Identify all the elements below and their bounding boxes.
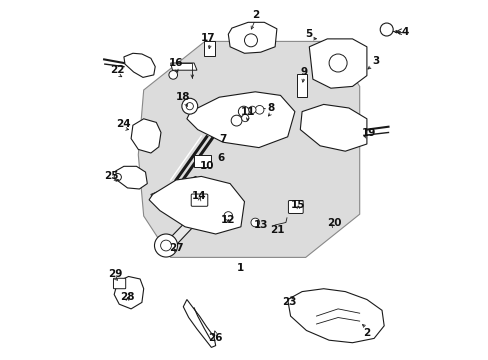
Text: 24: 24 [116, 119, 131, 129]
Circle shape [250, 218, 259, 227]
FancyBboxPatch shape [113, 278, 125, 289]
Polygon shape [183, 300, 215, 347]
Circle shape [114, 174, 121, 181]
Text: 4: 4 [400, 27, 407, 37]
Bar [194, 155, 211, 167]
Text: 25: 25 [104, 171, 118, 181]
Circle shape [241, 114, 248, 122]
Polygon shape [300, 104, 366, 151]
Text: 21: 21 [269, 225, 284, 235]
Polygon shape [309, 39, 366, 88]
Polygon shape [287, 289, 384, 343]
Text: 28: 28 [120, 292, 135, 302]
Text: 11: 11 [241, 107, 255, 117]
Circle shape [328, 54, 346, 72]
Polygon shape [149, 176, 244, 234]
Polygon shape [138, 41, 359, 257]
Polygon shape [115, 166, 147, 189]
Text: 1: 1 [237, 263, 244, 273]
Polygon shape [228, 22, 276, 53]
Text: 22: 22 [110, 65, 125, 75]
Text: 2: 2 [251, 10, 258, 20]
Circle shape [186, 103, 193, 110]
Circle shape [168, 71, 177, 79]
Text: 20: 20 [326, 218, 341, 228]
Polygon shape [186, 92, 294, 148]
Polygon shape [131, 119, 161, 153]
Circle shape [255, 105, 264, 114]
Text: 6: 6 [217, 153, 224, 163]
Polygon shape [123, 53, 155, 77]
Polygon shape [170, 63, 197, 70]
Text: 23: 23 [282, 297, 296, 307]
Text: 18: 18 [176, 92, 190, 102]
Text: 7: 7 [219, 134, 226, 144]
Circle shape [182, 98, 197, 114]
Circle shape [248, 106, 256, 113]
Text: 10: 10 [199, 161, 214, 171]
Circle shape [238, 106, 249, 117]
Text: 5: 5 [305, 29, 312, 39]
Circle shape [231, 115, 242, 126]
Text: 29: 29 [107, 269, 122, 279]
Text: 27: 27 [168, 243, 183, 253]
Text: 15: 15 [291, 200, 305, 210]
Polygon shape [151, 176, 200, 202]
Text: 17: 17 [201, 33, 215, 43]
Circle shape [160, 240, 171, 251]
Circle shape [380, 23, 392, 36]
FancyBboxPatch shape [191, 194, 207, 206]
Polygon shape [162, 191, 221, 253]
Text: 16: 16 [168, 58, 183, 68]
Circle shape [224, 212, 232, 220]
Text: 13: 13 [253, 220, 267, 230]
Bar [204, 41, 215, 56]
Text: 3: 3 [371, 56, 379, 66]
Text: 8: 8 [267, 103, 275, 113]
Text: 2: 2 [363, 328, 370, 338]
Bar [296, 74, 306, 97]
Text: 19: 19 [361, 128, 375, 138]
Polygon shape [114, 276, 143, 309]
Text: 14: 14 [192, 191, 206, 201]
Circle shape [154, 234, 177, 257]
Text: 9: 9 [300, 67, 307, 77]
Text: 26: 26 [208, 333, 223, 343]
FancyBboxPatch shape [288, 201, 303, 213]
Text: 12: 12 [221, 215, 235, 225]
Circle shape [244, 34, 257, 47]
